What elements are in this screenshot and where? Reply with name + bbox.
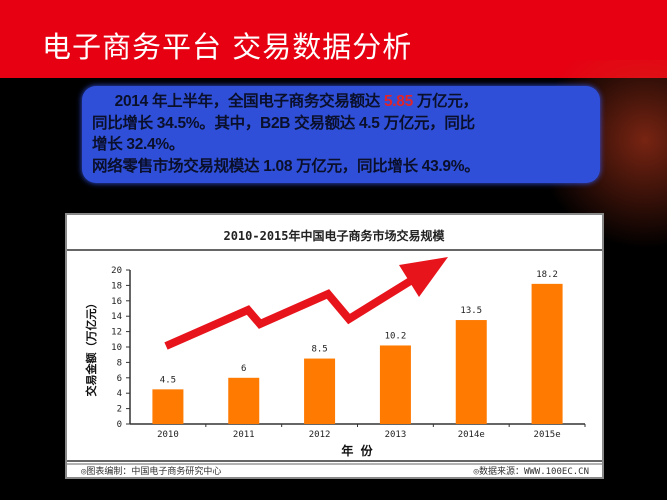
- y-tick-label: 4: [117, 389, 122, 399]
- data-label: 6: [241, 364, 246, 374]
- summary-line-3: 增长 32.4%。: [92, 136, 185, 153]
- x-tick-label: 2013: [385, 430, 407, 440]
- y-tick-label: 18: [111, 281, 122, 291]
- summary-line-1: 2014 年上半年，全国电子商务交易额达 5.85 万亿元，: [114, 93, 478, 110]
- y-axis-label: 交易金额（万亿元）: [84, 298, 98, 397]
- title-bar: 电子商务平台 交易数据分析: [0, 0, 667, 78]
- y-tick-label: 20: [111, 266, 122, 276]
- summary-box: 2014 年上半年，全国电子商务交易额达 5.85 万亿元， 同比增长 34.5…: [82, 86, 600, 183]
- data-label: 18.2: [536, 270, 558, 280]
- bar: [152, 389, 184, 424]
- data-label: 8.5: [311, 345, 327, 355]
- x-tick-label: 2015e: [534, 430, 561, 440]
- highlight-value: 5.85: [383, 93, 413, 110]
- x-tick-label: 2011: [233, 430, 255, 440]
- trend-arrow-shaft: [164, 276, 415, 350]
- bar: [455, 320, 487, 424]
- y-tick-label: 14: [111, 312, 122, 322]
- y-tick-label: 12: [111, 328, 122, 338]
- bar-chart: 2010-2015年中国电子商务市场交易规模 ◎图表编制：中国电子商务研究中心 …: [67, 228, 602, 477]
- bar: [379, 345, 411, 424]
- y-tick-label: 2: [117, 405, 122, 415]
- data-label: 4.5: [160, 375, 176, 385]
- x-tick-label: 2014e: [458, 430, 485, 440]
- y-tick-label: 10: [111, 343, 122, 353]
- y-tick-label: 6: [117, 374, 122, 384]
- y-tick-label: 16: [111, 297, 122, 307]
- data-label: 13.5: [460, 306, 482, 316]
- data-label: 10.2: [385, 331, 407, 341]
- bar: [531, 283, 563, 424]
- x-axis-label: 年 份: [341, 443, 373, 458]
- trend-arrow-head: [399, 257, 448, 297]
- y-tick-label: 0: [117, 420, 122, 430]
- slide-title: 电子商务平台 交易数据分析: [42, 30, 413, 64]
- bar: [228, 377, 260, 424]
- y-tick-label: 8: [117, 358, 122, 368]
- x-tick-label: 2012: [309, 430, 331, 440]
- footer-right: ◎数据来源：WWW.100EC.CN: [474, 465, 589, 477]
- chart-image: 2010-2015年中国电子商务市场交易规模 ◎图表编制：中国电子商务研究中心 …: [65, 213, 604, 479]
- summary-line-4: 网络零售市场交易规模达 1.08 万亿元，同比增长 43.9%。: [92, 157, 480, 175]
- footer-left: ◎图表编制：中国电子商务研究中心: [81, 465, 221, 477]
- chart-title: 2010-2015年中国电子商务市场交易规模: [223, 228, 445, 243]
- summary-line-2: 同比增长 34.5%。其中，B2B 交易额达 4.5 万亿元，同比: [92, 114, 475, 132]
- x-tick-label: 2010: [157, 430, 179, 440]
- bar: [304, 358, 336, 424]
